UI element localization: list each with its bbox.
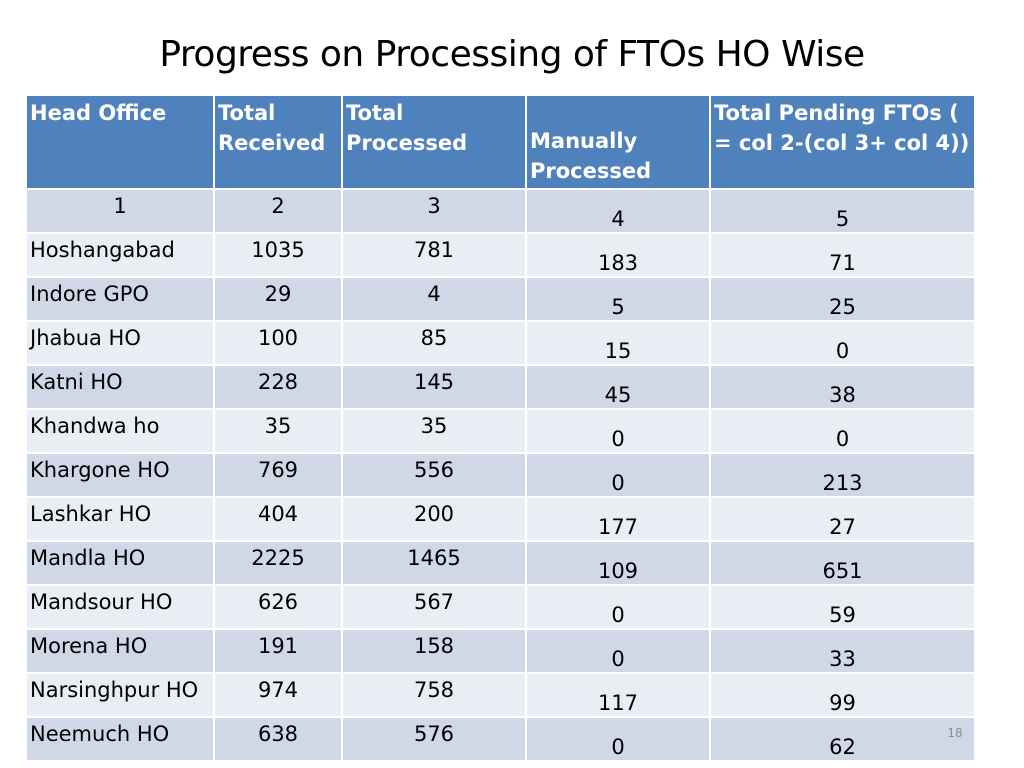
table-row: Lashkar HO 404 200 177 27 bbox=[25, 496, 976, 542]
total-pending-cell: 27 bbox=[709, 496, 976, 542]
table-row: Jhabua HO 100 85 15 0 bbox=[25, 320, 976, 366]
manually-processed-cell: 0 bbox=[525, 716, 711, 762]
total-pending-cell: 38 bbox=[709, 364, 976, 410]
total-processed-cell: 158 bbox=[341, 628, 527, 674]
head-office-cell: Narsinghpur HO bbox=[25, 672, 215, 718]
total-pending-cell: 59 bbox=[709, 584, 976, 630]
table-row: Neemuch HO 638 576 0 62 bbox=[25, 716, 976, 762]
total-pending-cell: 99 bbox=[709, 672, 976, 718]
head-office-cell: Morena HO bbox=[25, 628, 215, 674]
total-pending-cell: 0 bbox=[709, 320, 976, 366]
total-processed-cell: 200 bbox=[341, 496, 527, 542]
header-head-office: Head Office bbox=[25, 94, 215, 190]
fto-table-container: Head Office Total Received Total Process… bbox=[25, 94, 976, 762]
head-office-cell: Mandsour HO bbox=[25, 584, 215, 630]
total-pending-cell: 71 bbox=[709, 232, 976, 278]
table-header-row: Head Office Total Received Total Process… bbox=[25, 94, 976, 190]
total-received-cell: 29 bbox=[213, 276, 343, 322]
slide-title: Progress on Processing of FTOs HO Wise bbox=[159, 34, 865, 75]
total-processed-cell: 1465 bbox=[341, 540, 527, 586]
total-processed-cell: 576 bbox=[341, 716, 527, 762]
slide-number: 18 bbox=[947, 726, 963, 740]
total-pending-cell: 33 bbox=[709, 628, 976, 674]
manually-processed-cell: 5 bbox=[525, 276, 711, 322]
total-processed-cell: 781 bbox=[341, 232, 527, 278]
table-row: Indore GPO 29 4 5 25 bbox=[25, 276, 976, 322]
manually-processed-cell: 45 bbox=[525, 364, 711, 410]
manually-processed-cell: 109 bbox=[525, 540, 711, 586]
total-received-cell: 638 bbox=[213, 716, 343, 762]
table-row: Khargone HO 769 556 0 213 bbox=[25, 452, 976, 498]
total-pending-cell: 651 bbox=[709, 540, 976, 586]
manually-processed-cell: 117 bbox=[525, 672, 711, 718]
fto-progress-table: Head Office Total Received Total Process… bbox=[25, 94, 976, 762]
total-pending-cell: 25 bbox=[709, 276, 976, 322]
total-processed-cell: 145 bbox=[341, 364, 527, 410]
total-processed-cell: 3 bbox=[341, 188, 527, 234]
total-received-cell: 100 bbox=[213, 320, 343, 366]
header-manually-processed: Manually Processed bbox=[525, 94, 711, 190]
head-office-cell: Khandwa ho bbox=[25, 408, 215, 454]
total-processed-cell: 758 bbox=[341, 672, 527, 718]
total-received-cell: 974 bbox=[213, 672, 343, 718]
total-received-cell: 769 bbox=[213, 452, 343, 498]
total-received-cell: 191 bbox=[213, 628, 343, 674]
manually-processed-cell: 15 bbox=[525, 320, 711, 366]
manually-processed-cell: 0 bbox=[525, 452, 711, 498]
total-received-cell: 404 bbox=[213, 496, 343, 542]
manually-processed-cell: 183 bbox=[525, 232, 711, 278]
total-pending-cell: 5 bbox=[709, 188, 976, 234]
head-office-cell: Jhabua HO bbox=[25, 320, 215, 366]
total-processed-cell: 85 bbox=[341, 320, 527, 366]
total-received-cell: 626 bbox=[213, 584, 343, 630]
total-pending-cell: 62 bbox=[709, 716, 976, 762]
head-office-cell: Hoshangabad bbox=[25, 232, 215, 278]
total-pending-cell: 213 bbox=[709, 452, 976, 498]
total-received-cell: 2225 bbox=[213, 540, 343, 586]
total-received-cell: 2 bbox=[213, 188, 343, 234]
manually-processed-cell: 4 bbox=[525, 188, 711, 234]
total-processed-cell: 4 bbox=[341, 276, 527, 322]
total-processed-cell: 556 bbox=[341, 452, 527, 498]
manually-processed-cell: 0 bbox=[525, 628, 711, 674]
head-office-cell: Khargone HO bbox=[25, 452, 215, 498]
table-row: Narsinghpur HO 974 758 117 99 bbox=[25, 672, 976, 718]
manually-processed-cell: 0 bbox=[525, 408, 711, 454]
head-office-cell: Neemuch HO bbox=[25, 716, 215, 762]
table-row: Morena HO 191 158 0 33 bbox=[25, 628, 976, 674]
total-received-cell: 35 bbox=[213, 408, 343, 454]
total-processed-cell: 567 bbox=[341, 584, 527, 630]
head-office-cell: Mandla HO bbox=[25, 540, 215, 586]
table-row: Mandla HO 2225 1465 109 651 bbox=[25, 540, 976, 586]
table-row: Khandwa ho 35 35 0 0 bbox=[25, 408, 976, 454]
table-row: Katni HO 228 145 45 38 bbox=[25, 364, 976, 410]
manually-processed-cell: 177 bbox=[525, 496, 711, 542]
head-office-cell: Lashkar HO bbox=[25, 496, 215, 542]
total-received-cell: 228 bbox=[213, 364, 343, 410]
table-row: Hoshangabad 1035 781 183 71 bbox=[25, 232, 976, 278]
manually-processed-cell: 0 bbox=[525, 584, 711, 630]
head-office-cell: 1 bbox=[25, 188, 215, 234]
total-processed-cell: 35 bbox=[341, 408, 527, 454]
header-total-pending: Total Pending FTOs ( = col 2-(col 3+ col… bbox=[709, 94, 976, 190]
head-office-cell: Katni HO bbox=[25, 364, 215, 410]
table-row: Mandsour HO 626 567 0 59 bbox=[25, 584, 976, 630]
table-body: 1 2 3 4 5 Hoshangabad 1035 781 183 71 Indore GPO 29… bbox=[25, 188, 976, 762]
header-total-processed: Total Processed bbox=[341, 94, 527, 190]
total-pending-cell: 0 bbox=[709, 408, 976, 454]
header-total-received: Total Received bbox=[213, 94, 343, 190]
head-office-cell: Indore GPO bbox=[25, 276, 215, 322]
total-received-cell: 1035 bbox=[213, 232, 343, 278]
